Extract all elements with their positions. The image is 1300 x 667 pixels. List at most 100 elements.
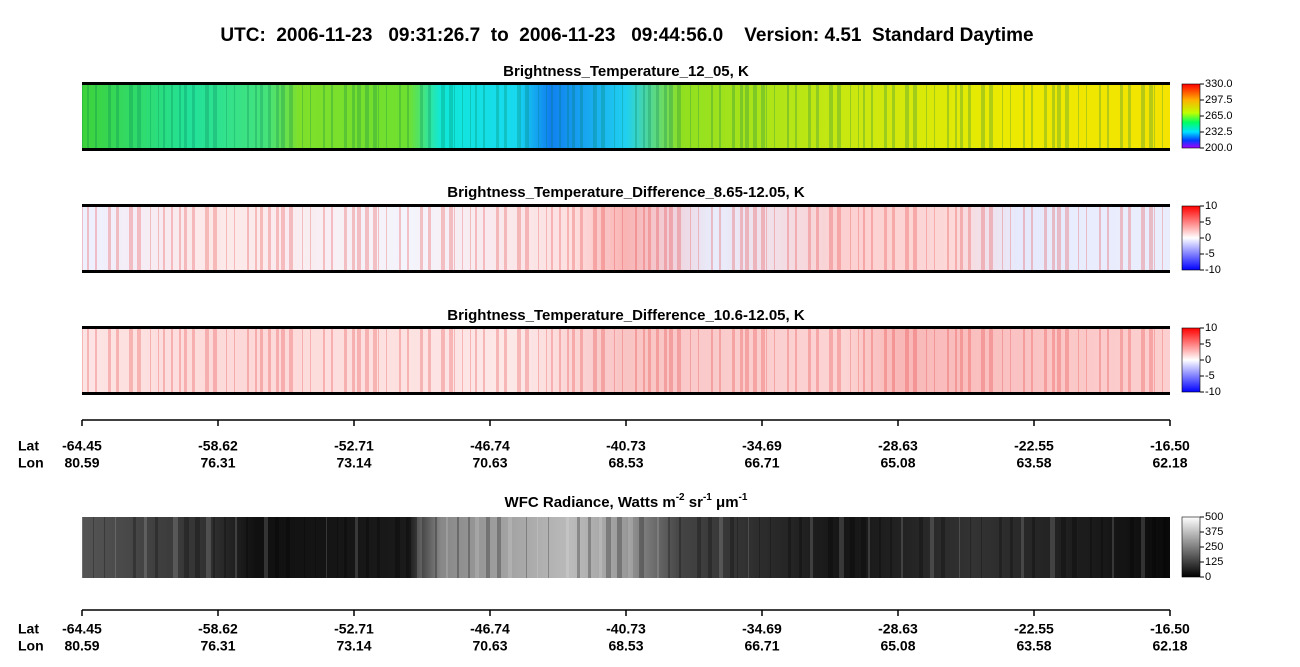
streak [1107, 206, 1109, 272]
streak [95, 328, 97, 394]
streak [255, 328, 257, 394]
streak [1078, 84, 1079, 150]
lat-label: Lat [18, 621, 39, 637]
streak [719, 206, 721, 272]
streak [559, 328, 561, 394]
streak [247, 84, 249, 150]
streak [213, 84, 217, 150]
streak [475, 206, 477, 272]
streak [753, 328, 757, 394]
colorbar-label: 265.0 [1205, 110, 1233, 122]
streak [808, 328, 811, 394]
streak [441, 328, 445, 394]
streak [326, 517, 327, 578]
streak [276, 84, 279, 150]
streak [234, 206, 235, 272]
streak [989, 84, 993, 150]
streak [766, 84, 767, 150]
streak [871, 328, 873, 394]
streak [1090, 517, 1092, 578]
streak [913, 206, 917, 272]
streak [730, 517, 734, 578]
streak [470, 206, 471, 272]
streak [184, 328, 187, 394]
streak [373, 328, 377, 394]
streak [255, 84, 257, 150]
streak [905, 328, 909, 394]
streak [508, 517, 512, 578]
streak [224, 517, 226, 578]
streak [871, 84, 873, 150]
streak [1032, 517, 1035, 578]
streak [373, 84, 377, 150]
streak [268, 328, 271, 394]
streak [679, 517, 681, 578]
streak [1021, 517, 1024, 578]
colorbar-label: 10 [1205, 200, 1217, 212]
streak [648, 328, 651, 394]
streak [711, 206, 713, 272]
streak [260, 84, 263, 150]
streak [955, 206, 957, 272]
streak [496, 84, 499, 150]
streak [454, 84, 455, 150]
streak [761, 328, 765, 394]
streak [1044, 84, 1047, 150]
lon-value: 63.58 [1016, 638, 1051, 654]
streak [331, 206, 333, 272]
lat-value: -64.45 [62, 621, 102, 637]
streak [1065, 84, 1069, 150]
streak [656, 84, 659, 150]
streak [1099, 206, 1101, 272]
streak [144, 517, 147, 578]
streak [970, 517, 971, 578]
streak [711, 328, 713, 394]
streak [454, 206, 455, 272]
streak [1052, 206, 1055, 272]
streak [538, 328, 539, 394]
lon-value: 70.63 [472, 638, 507, 654]
streak [386, 84, 387, 150]
streak [648, 206, 651, 272]
streak [639, 517, 644, 578]
lat-value: -58.62 [198, 621, 238, 637]
streak [205, 206, 209, 272]
streak [289, 84, 293, 150]
streak [1162, 328, 1163, 394]
streak [770, 517, 771, 578]
streak [206, 517, 211, 578]
streak [344, 206, 347, 272]
colorbar-label: 297.5 [1205, 94, 1233, 106]
streak [711, 84, 713, 150]
streak [205, 328, 209, 394]
streak [968, 328, 971, 394]
streak [192, 206, 195, 272]
streak [417, 517, 422, 578]
streak [525, 206, 529, 272]
streak [892, 328, 895, 394]
streak [566, 517, 569, 578]
streak [551, 206, 553, 272]
streak [213, 206, 217, 272]
colorbar-label: 500 [1205, 511, 1223, 523]
streak [226, 206, 227, 272]
streak [378, 328, 379, 394]
lon-value: 76.31 [200, 638, 235, 654]
streak [331, 328, 333, 394]
streak [1057, 206, 1061, 272]
streak [829, 328, 833, 394]
streak [173, 517, 178, 578]
lat-value: -52.71 [334, 438, 374, 454]
streak [601, 206, 605, 272]
lon-value: 66.71 [744, 455, 779, 471]
streak [1149, 206, 1153, 272]
streak [690, 206, 691, 272]
lon-value: 63.58 [1016, 455, 1051, 471]
streak [302, 84, 303, 150]
streak [1154, 328, 1155, 394]
streak [302, 206, 303, 272]
streak [580, 84, 583, 150]
streak [905, 206, 909, 272]
streak [1010, 84, 1011, 150]
